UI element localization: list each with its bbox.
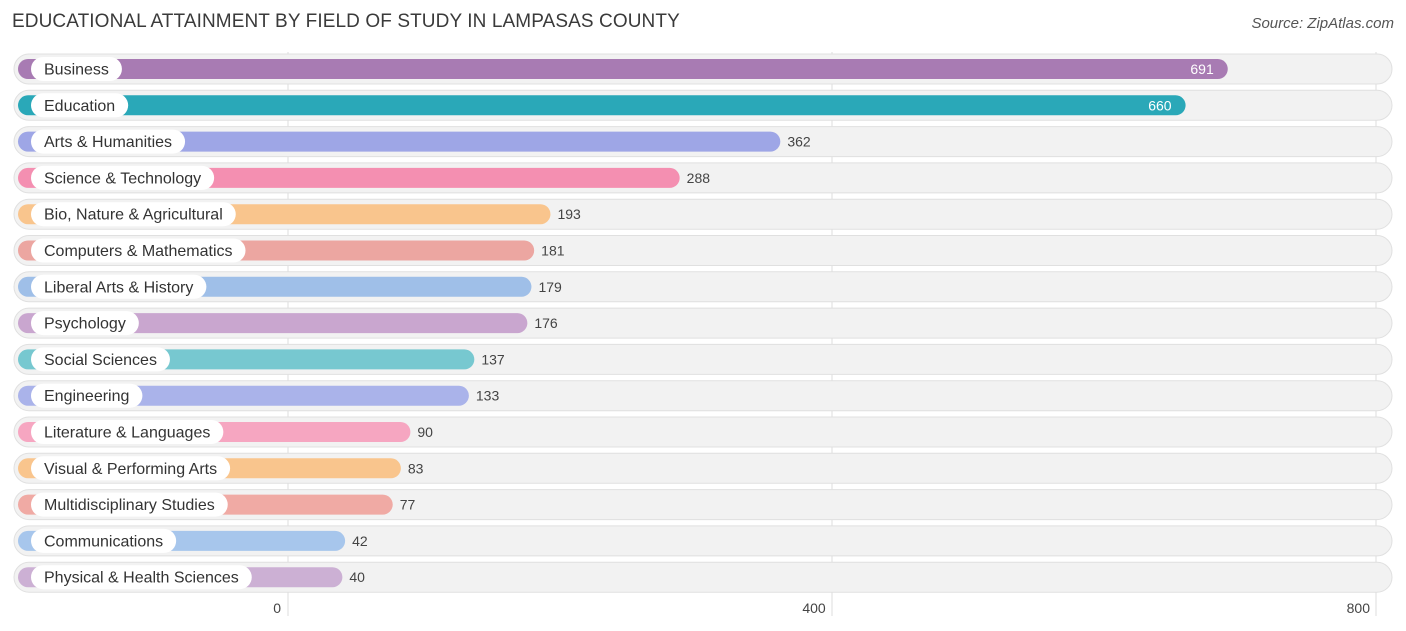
bar-label-pill bbox=[31, 165, 215, 190]
bar-value: 83 bbox=[408, 460, 424, 476]
bar-label: Visual & Performing Arts bbox=[44, 461, 217, 478]
bar-label: Social Sciences bbox=[44, 352, 157, 369]
bar-label: Business bbox=[44, 62, 109, 79]
bar-row: Literature & Languages 90 bbox=[13, 416, 1393, 448]
bar-label: Communications bbox=[44, 533, 163, 550]
bar bbox=[18, 131, 781, 152]
bar-value: 193 bbox=[557, 206, 581, 222]
bar-label: Engineering bbox=[44, 388, 129, 405]
bar-row: Arts & Humanities 362 bbox=[13, 126, 1393, 158]
bar bbox=[18, 95, 1186, 116]
bar-row: Physical & Health Sciences 40 bbox=[13, 561, 1393, 593]
bar-row: Liberal Arts & History 179 bbox=[13, 271, 1393, 303]
bar-label-pill bbox=[31, 383, 143, 408]
bar-value: 176 bbox=[534, 315, 558, 331]
bar-label: Multidisciplinary Studies bbox=[44, 497, 215, 514]
bar-label: Literature & Languages bbox=[44, 425, 210, 442]
chart-source: Source: ZipAtlas.com bbox=[1251, 15, 1394, 32]
bar-label-pill bbox=[31, 528, 177, 553]
bar-value: 362 bbox=[787, 134, 811, 150]
bar-value: 90 bbox=[417, 424, 433, 440]
bar-label-pill bbox=[31, 456, 231, 481]
bar-label-pill bbox=[31, 492, 228, 517]
bar-label: Computers & Mathematics bbox=[44, 243, 233, 260]
bar-row: Engineering 133 bbox=[13, 380, 1393, 412]
bar-label-pill bbox=[31, 238, 246, 263]
bar-label: Psychology bbox=[44, 316, 126, 333]
bar-value: 179 bbox=[538, 279, 562, 295]
bar-row: Business 691 bbox=[13, 53, 1393, 85]
x-tick-label: 0 bbox=[273, 600, 281, 616]
bar-label: Bio, Nature & Agricultural bbox=[44, 207, 223, 224]
bar-label: Education bbox=[44, 98, 115, 115]
bar-label: Arts & Humanities bbox=[44, 134, 172, 151]
bar-value: 660 bbox=[1148, 97, 1172, 113]
bar-label: Physical & Health Sciences bbox=[44, 570, 239, 587]
bar-label-pill bbox=[31, 311, 139, 336]
bar-value: 40 bbox=[349, 569, 365, 585]
bar-row: Education 660 bbox=[13, 89, 1393, 121]
bar bbox=[18, 313, 528, 334]
bar-label-pill bbox=[31, 57, 122, 81]
bar-value: 181 bbox=[541, 243, 565, 259]
bar-row: Science & Technology 288 bbox=[13, 162, 1393, 194]
bar-track bbox=[13, 525, 1393, 557]
bar-label-pill bbox=[31, 420, 224, 444]
bar-track bbox=[13, 561, 1393, 593]
x-tick-label: 800 bbox=[1347, 600, 1371, 616]
bar-label-pill bbox=[31, 202, 236, 227]
bar-label-pill bbox=[31, 347, 170, 372]
bar bbox=[18, 59, 1228, 79]
chart-title: EDUCATIONAL ATTAINMENT BY FIELD OF STUDY… bbox=[12, 11, 680, 32]
bar-label-pill bbox=[31, 565, 252, 590]
bar-row: Psychology 176 bbox=[13, 307, 1393, 339]
bar-label-pill bbox=[31, 93, 129, 118]
bar-value: 42 bbox=[352, 533, 368, 549]
bar-label: Science & Technology bbox=[44, 170, 201, 187]
x-tick-label: 400 bbox=[802, 600, 826, 616]
bar-row: Social Sciences 137 bbox=[13, 343, 1393, 375]
bar-value: 137 bbox=[481, 351, 505, 367]
bar-row: Visual & Performing Arts 83 bbox=[13, 452, 1393, 484]
bar-row: Computers & Mathematics 181 bbox=[13, 235, 1393, 266]
bar-row: Bio, Nature & Agricultural 193 bbox=[13, 198, 1393, 230]
bar-value: 691 bbox=[1190, 61, 1214, 77]
bar-row: Multidisciplinary Studies 77 bbox=[13, 489, 1393, 521]
bar-value: 288 bbox=[687, 170, 711, 186]
bar-label: Liberal Arts & History bbox=[44, 279, 193, 296]
bar-value: 133 bbox=[476, 388, 500, 404]
bar-label-pill bbox=[31, 274, 207, 299]
bar-value: 77 bbox=[400, 497, 416, 513]
bar-label-pill bbox=[31, 129, 186, 154]
bar-row: Communications 42 bbox=[13, 525, 1393, 557]
